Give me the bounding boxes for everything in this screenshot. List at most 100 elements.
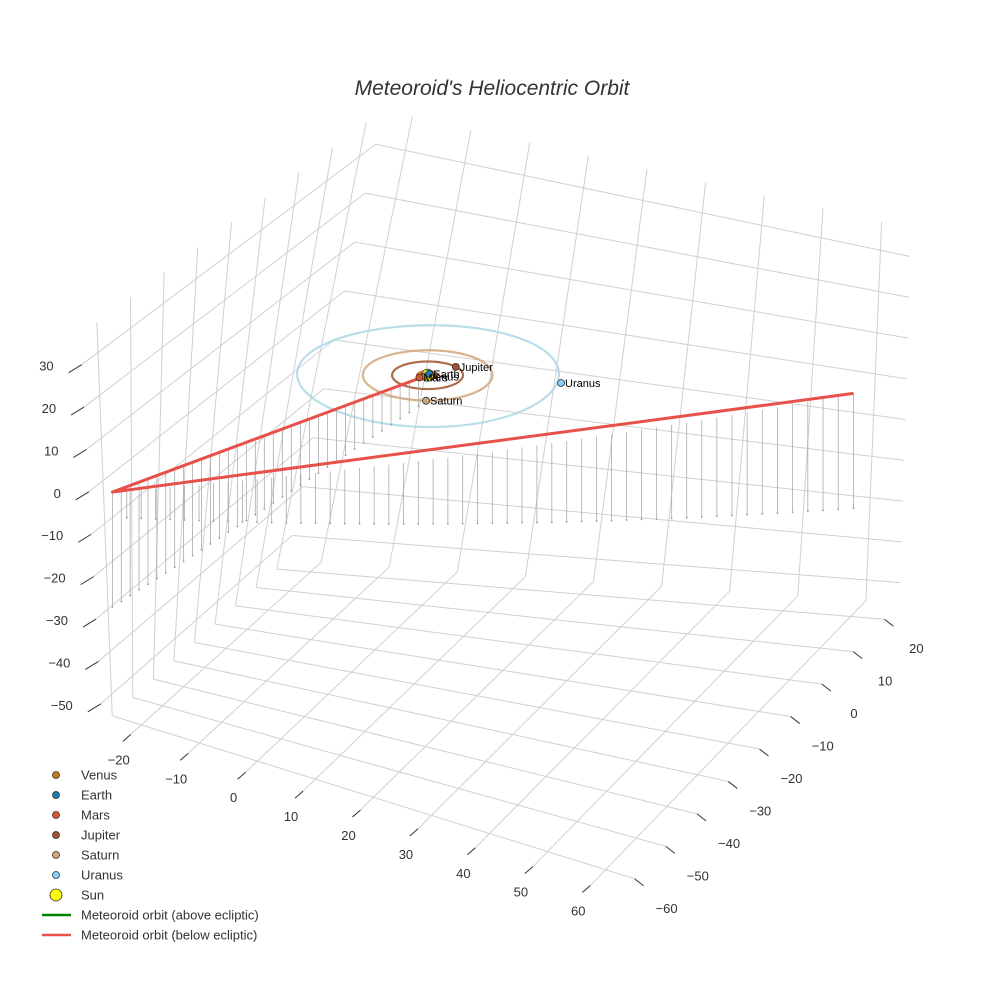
drop-line-end <box>655 517 658 520</box>
y-axis-tick-label: 10 <box>878 674 892 689</box>
drop-line-end <box>299 522 302 524</box>
z-axis-tick <box>70 406 85 416</box>
planet-label-saturn: Saturn <box>430 396 462 408</box>
z-axis-tick <box>75 491 90 501</box>
gridline-left-wall-y <box>96 322 113 716</box>
drop-line-end <box>308 478 311 481</box>
drop-line-end <box>236 525 239 528</box>
drop-line-end <box>164 571 167 574</box>
planet-earth <box>425 369 434 378</box>
x-axis-tick-label: 60 <box>571 904 585 919</box>
drop-line-end <box>314 522 317 525</box>
legend-marker-swatch <box>52 851 60 859</box>
z-axis-tick-label: −50 <box>51 698 73 713</box>
gridline-left-wall-z <box>86 241 356 450</box>
drop-line-end <box>521 521 523 524</box>
drop-line-end <box>625 519 628 521</box>
gridline-right-wall-x <box>388 129 472 568</box>
z-axis-tick-label: 20 <box>42 401 56 416</box>
planet-label-venus: Venus <box>428 372 459 384</box>
drop-line-end <box>417 405 420 408</box>
drop-line-end <box>408 411 411 414</box>
gridline-left-wall-z <box>98 486 303 662</box>
z-axis-tick <box>85 660 99 670</box>
gridline-left-wall-z <box>83 192 366 408</box>
planet-mars <box>415 373 424 382</box>
drop-line-end <box>390 423 392 426</box>
planet-saturn <box>422 396 430 405</box>
drop-line-end <box>212 520 215 522</box>
gridline-floor-y <box>235 605 823 685</box>
x-axis-tick-label: 30 <box>399 847 413 862</box>
z-axis-tick-label: 10 <box>44 443 58 458</box>
drop-line-end <box>837 508 840 511</box>
drop-line-end <box>155 577 158 580</box>
y-axis-tick-label: −10 <box>812 739 834 754</box>
gridline-right-wall-z <box>313 437 904 502</box>
drop-line-end <box>317 472 320 475</box>
drop-line-end <box>373 522 376 525</box>
drop-line-end <box>200 548 203 551</box>
z-axis-tick-label: 0 <box>54 486 61 501</box>
drop-line-end <box>806 510 809 513</box>
gridline-left-wall-z <box>93 388 324 578</box>
drop-line-end <box>182 560 185 563</box>
gridline-left-wall-z <box>81 143 376 366</box>
meteoroid-orbit-below <box>110 373 854 494</box>
drop-line-end <box>343 522 346 525</box>
drop-line-end <box>358 522 361 525</box>
gridline-right-wall-z <box>302 486 902 543</box>
drop-line-end <box>461 522 464 525</box>
legend-entry-label: Earth <box>81 788 112 803</box>
drop-line-end <box>241 520 244 523</box>
drop-line-end <box>227 531 230 534</box>
drop-line-end <box>281 496 284 498</box>
drop-line-end <box>256 521 259 524</box>
legend-entry-label: Meteoroid orbit (below ecliptic) <box>81 928 257 943</box>
x-axis-tick <box>409 828 419 837</box>
drop-line-end <box>491 522 494 525</box>
x-axis-tick <box>237 771 246 780</box>
x-axis-tick <box>122 734 132 742</box>
y-axis-tick <box>884 618 894 627</box>
x-axis-tick <box>581 885 591 893</box>
x-axis-tick-label: 50 <box>514 885 528 900</box>
drop-line-end <box>125 516 128 519</box>
y-axis-tick <box>665 845 676 854</box>
gridline-floor-y <box>194 642 760 750</box>
drop-line-end <box>209 543 212 545</box>
gridline-floor-y <box>112 715 635 880</box>
drop-line-end <box>640 518 643 521</box>
y-axis-tick-label: −60 <box>656 901 678 916</box>
x-axis-tick <box>467 847 476 856</box>
gridline-right-wall-x <box>593 168 648 582</box>
drop-line-end <box>476 522 479 525</box>
drop-line-end <box>285 521 288 524</box>
drop-line-end <box>776 512 779 515</box>
gridline-left-wall-z <box>88 290 345 493</box>
y-axis-tick-label: −50 <box>687 868 709 883</box>
legend-marker-swatch <box>52 811 60 819</box>
gridline-right-wall-x <box>797 208 824 596</box>
legend-marker-swatch <box>52 771 60 779</box>
drop-line-end <box>191 554 194 557</box>
planet-uranus <box>557 379 565 387</box>
gridline-right-wall-x <box>865 221 883 601</box>
orbit-saturn <box>361 349 494 402</box>
legend-entry-label: Venus <box>81 768 118 783</box>
z-axis-tick <box>73 449 87 458</box>
drop-line-end <box>595 520 598 522</box>
x-axis-tick <box>524 866 534 875</box>
y-axis-tick <box>852 651 863 660</box>
legend-marker-swatch <box>49 888 63 902</box>
gridline-floor-y <box>173 660 729 782</box>
planet-label-mars: Mars <box>423 373 448 385</box>
z-axis-tick-label: −40 <box>48 655 70 670</box>
drop-line-end <box>154 518 157 520</box>
drop-line-end <box>791 511 794 514</box>
legend-marker-swatch <box>52 791 60 799</box>
gridline-left-wall-y <box>235 172 300 606</box>
drop-line-end <box>565 520 568 523</box>
y-axis-tick <box>759 748 769 757</box>
drop-line-end <box>353 448 356 450</box>
